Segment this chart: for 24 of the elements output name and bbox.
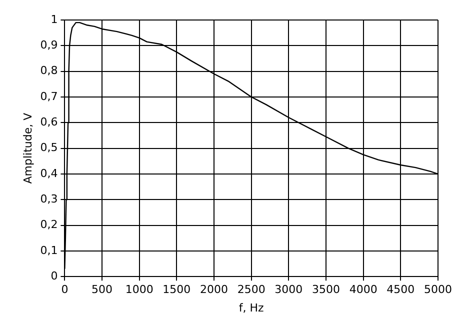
y-tick-label: 0 [50, 269, 58, 282]
x-tick-label: 3000 [274, 283, 303, 296]
y-axis-title: Amplitude, V [21, 112, 34, 184]
x-tick-label: 3500 [312, 283, 340, 296]
y-tick-label: 0,5 [40, 141, 58, 154]
x-tick-label: 2000 [200, 283, 228, 296]
x-axis-title: f, Hz [238, 301, 264, 314]
y-tick-label: 0,2 [40, 218, 58, 232]
y-tick-label: 1 [50, 12, 58, 26]
y-tick-label: 0,7 [40, 90, 58, 103]
x-tick-label: 5000 [424, 283, 452, 296]
x-tick-label: 1500 [162, 283, 191, 296]
y-tick-label: 0,3 [40, 192, 58, 206]
x-tick-label: 1000 [125, 283, 154, 296]
y-tick-label: 0,8 [40, 64, 58, 78]
x-tick-label: 2500 [237, 283, 266, 296]
x-tick-label: 4500 [386, 283, 415, 296]
x-tick-label: 4000 [349, 283, 378, 296]
x-tick-label: 0 [61, 283, 68, 296]
y-tick-label: 0,9 [40, 38, 58, 52]
x-tick-label: 500 [92, 283, 113, 296]
y-tick-label: 0,1 [40, 244, 58, 257]
y-tick-label: 0,4 [40, 166, 58, 180]
y-tick-label: 0,6 [40, 116, 58, 128]
